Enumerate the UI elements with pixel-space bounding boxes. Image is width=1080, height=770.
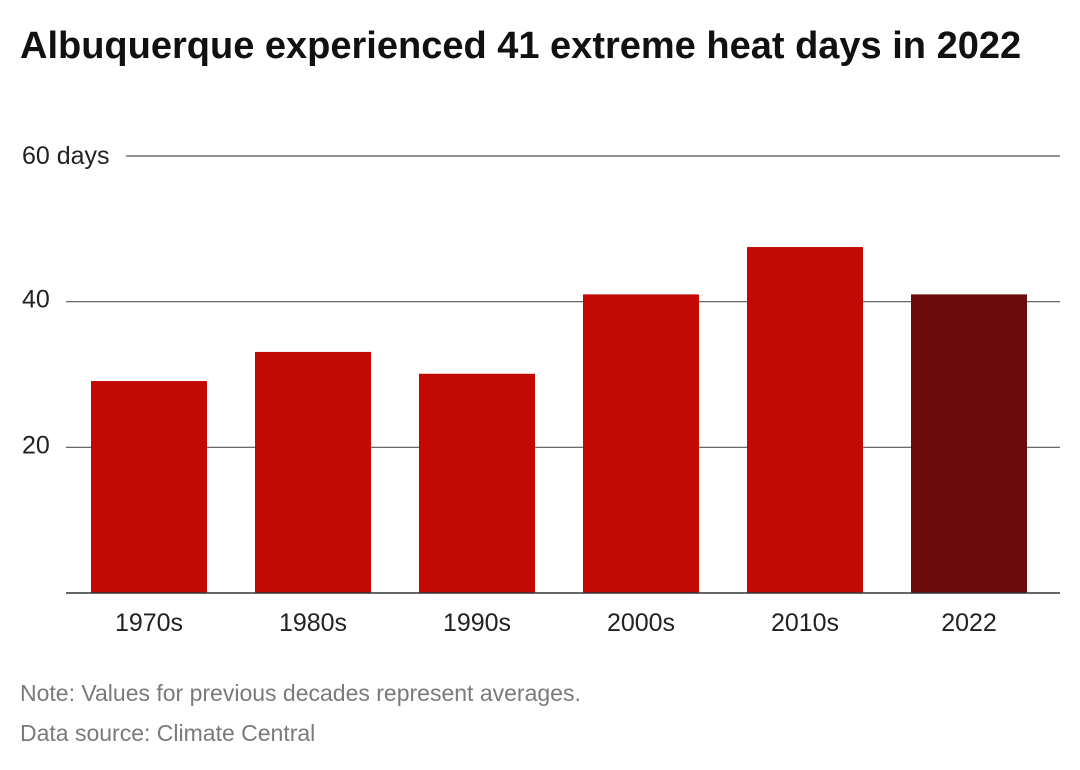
- x-axis-labels: 1970s 1980s 1990s 2000s 2010s 2022: [115, 609, 997, 637]
- y-tick-label-40: 40: [22, 286, 50, 314]
- bars: [91, 247, 1027, 593]
- chart-note: Note: Values for previous decades repres…: [20, 680, 581, 706]
- bar-chart: 20 40 60 days 1970s 1980s 1990s 2000s 2010s 202…: [22, 142, 1060, 637]
- x-tick-label-2010s: 2010s: [771, 609, 839, 637]
- bar-2022: [911, 294, 1027, 593]
- y-tick-label-60: 60 days: [22, 142, 110, 170]
- y-tick-label-20: 20: [22, 431, 50, 459]
- x-tick-label-1980s: 1980s: [279, 609, 347, 637]
- x-tick-label-2022: 2022: [941, 609, 997, 637]
- bar-1980s: [255, 351, 371, 593]
- bar-1990s: [419, 373, 535, 593]
- x-tick-label-1970s: 1970s: [115, 609, 183, 637]
- bar-2010s: [747, 247, 863, 593]
- chart-title: Albuquerque experienced 41 extreme heat …: [20, 25, 1022, 67]
- bar-1970s: [91, 381, 207, 593]
- x-tick-label-1990s: 1990s: [443, 609, 511, 637]
- gridlines: [66, 155, 1060, 448]
- data-source: Data source: Climate Central: [20, 720, 316, 746]
- x-tick-label-2000s: 2000s: [607, 609, 675, 637]
- bar-2000s: [583, 294, 699, 593]
- y-axis-ticks: 20 40 60 days: [22, 142, 110, 459]
